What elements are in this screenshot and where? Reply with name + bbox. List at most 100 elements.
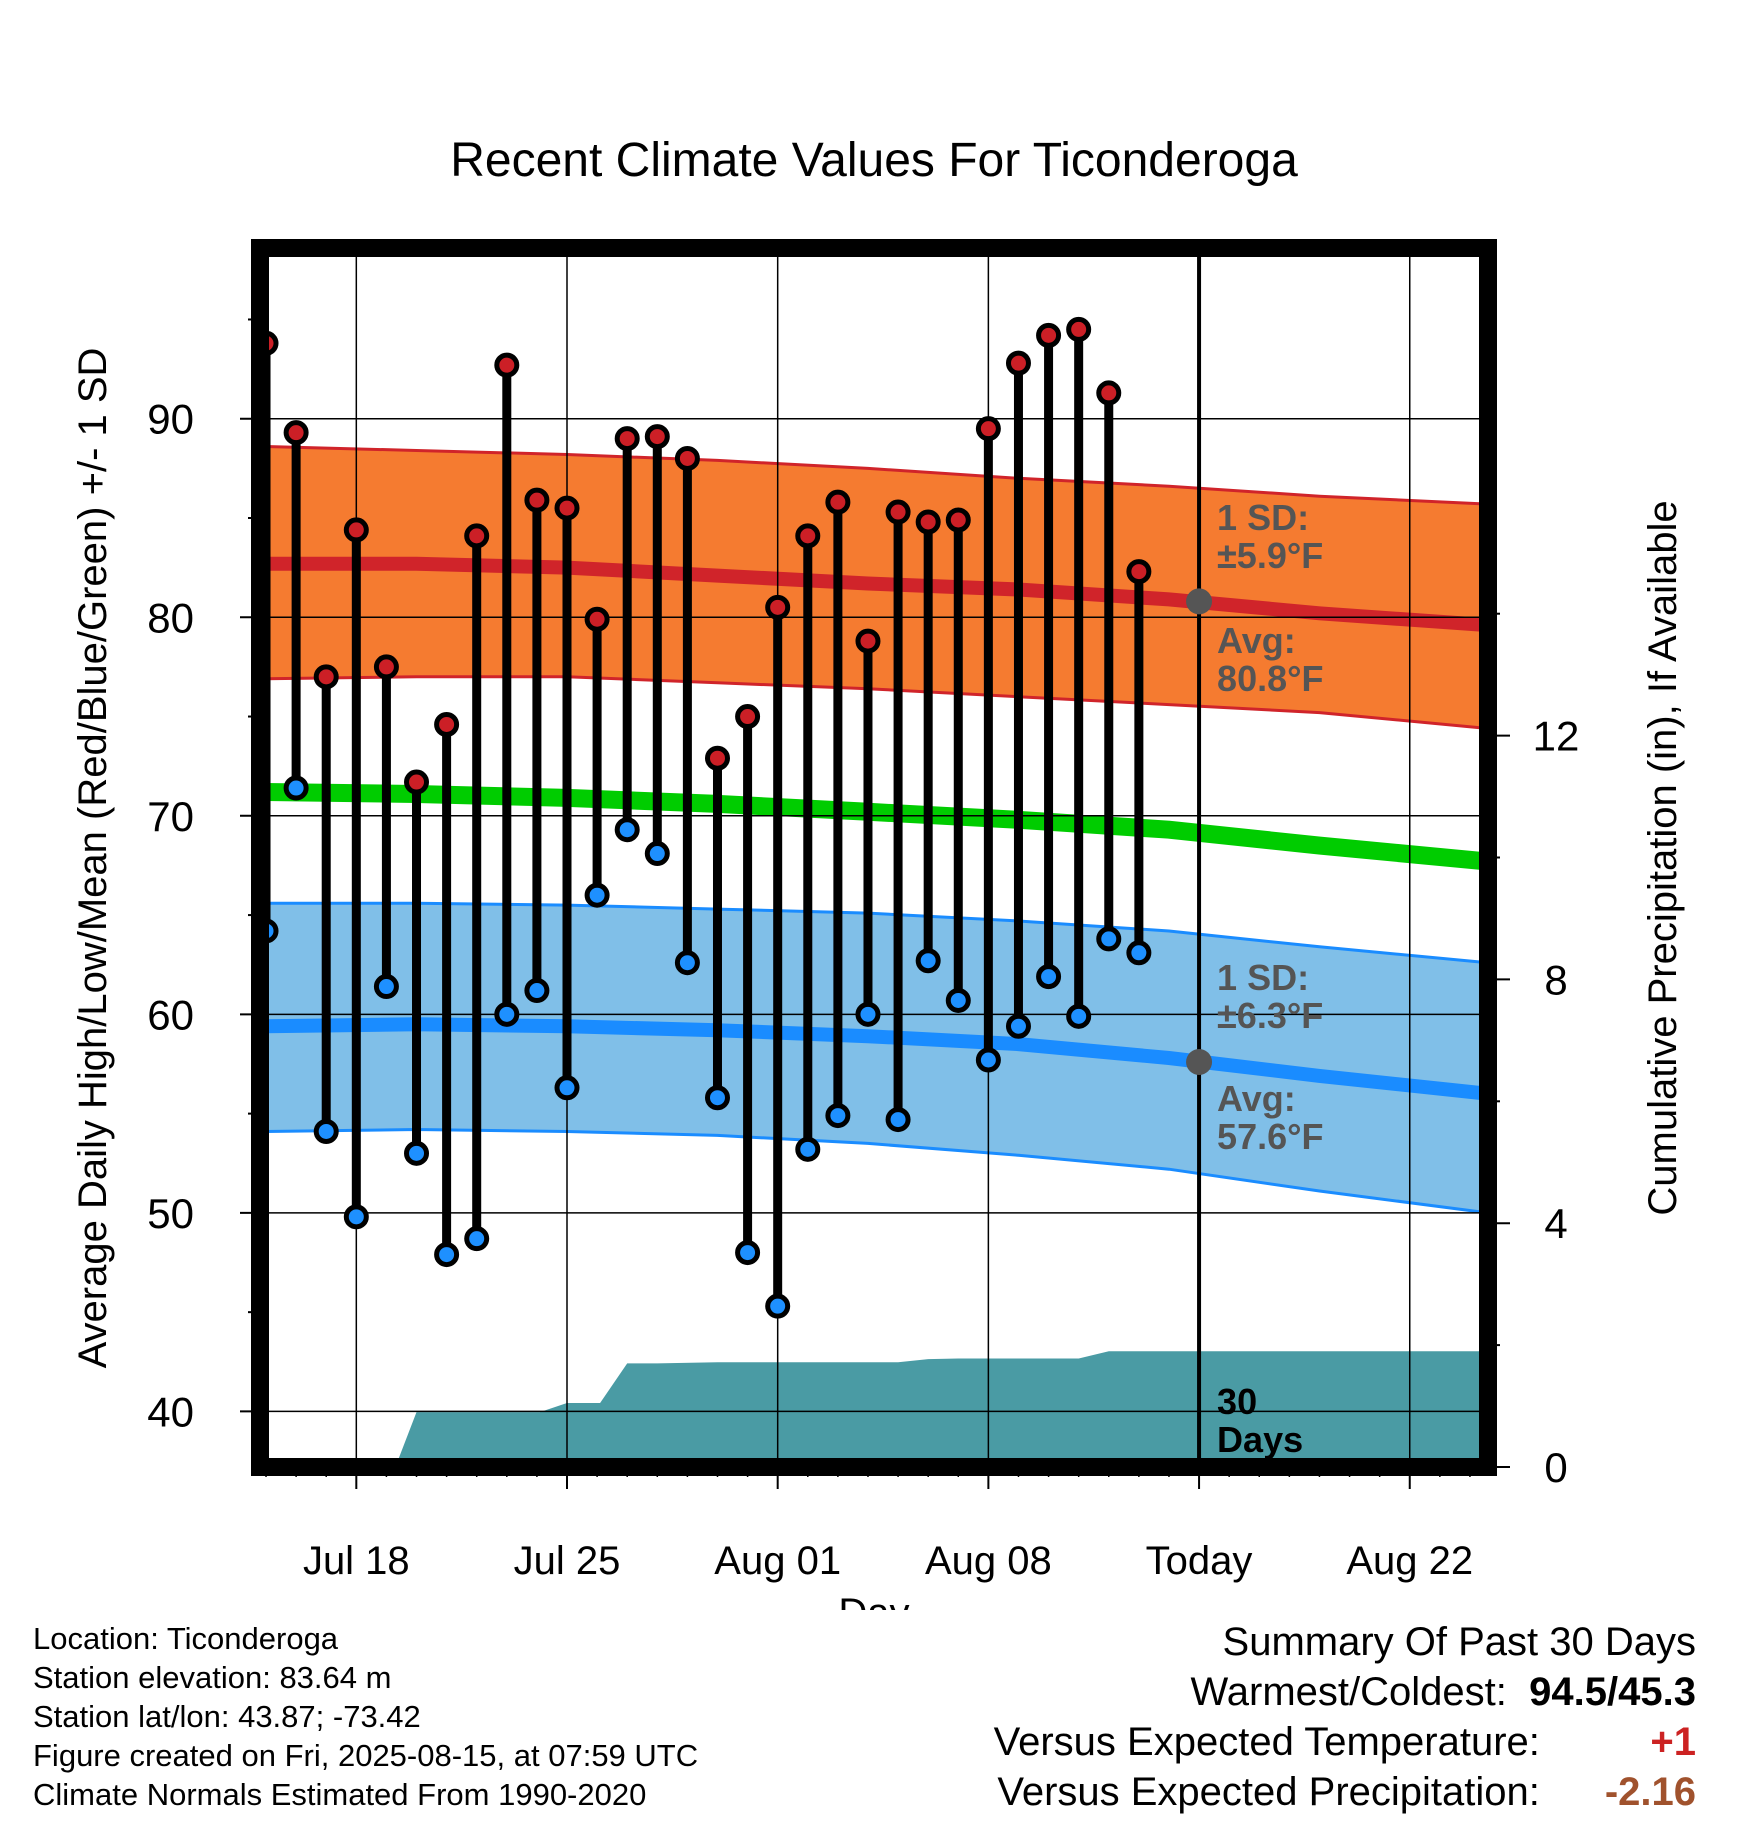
daily-low-point [1126,940,1152,966]
daily-low-point [885,1107,911,1133]
daily-low-point [674,950,700,976]
daily-low-point [373,974,399,1000]
temperature-value: +1 [1650,1720,1696,1764]
daily-high-point [494,352,520,378]
daily-low-point [524,978,550,1004]
today-high-avg-marker [1186,588,1213,615]
summary-panel: Summary Of Past 30 Days Warmest/Coldest:… [994,1617,1696,1817]
climate-chart: Recent Climate Values For Ticonderoga 1 … [71,134,1685,1610]
location-text: Location: Ticonderoga [33,1621,339,1656]
daily-high-point [644,424,670,450]
x-tick-label: Jul 25 [514,1539,621,1583]
y-tick-label-right: 4 [1544,1200,1567,1247]
y-tick-label-right: 8 [1544,956,1567,1003]
daily-low-point [404,1140,430,1166]
station-info: Location: Ticonderoga Station elevation:… [33,1619,698,1814]
daily-high-point [373,654,399,680]
y-tick-label-left: 70 [147,793,194,840]
daily-low-point [855,1001,881,1027]
daily-high-point [283,420,309,446]
summary-precipitation: Versus Expected Precipitation: -2.16 [994,1767,1696,1817]
daily-high-point [313,664,339,690]
normal-high-line [266,556,1488,633]
y-tick-label-left: 40 [147,1388,194,1435]
daily-low-point [1096,926,1122,952]
daily-high-point [704,745,730,771]
daily-high-point [554,495,580,521]
daily-low-point [343,1204,369,1230]
daily-low-point [1036,964,1062,990]
daily-low-point [434,1242,460,1268]
summary-title: Summary Of Past 30 Days [1222,1620,1696,1664]
created-text: Figure created on Fri, 2025-08-15, at 07… [33,1738,699,1773]
high-avg-annotation: Avg: 80.8°F [1217,620,1323,699]
daily-low-point [704,1085,730,1111]
x-tick-label: Aug 08 [925,1539,1052,1583]
today-low-avg-marker [1186,1048,1213,1075]
daily-low-point [313,1118,339,1144]
daily-high-point [1005,350,1031,376]
daily-low-point [494,1001,520,1027]
daily-low-point [614,817,640,843]
period-annotation: 30 Days [1217,1381,1303,1460]
warmest-coldest-value: 94.5/45.3 [1529,1670,1696,1714]
daily-high-point [885,499,911,525]
daily-high-point [524,487,550,513]
warmest-coldest-label: Warmest/Coldest: [1190,1670,1507,1714]
daily-high-point [1096,380,1122,406]
daily-low-point [584,882,610,908]
elevation-text: Station elevation: 83.64 m [33,1660,392,1695]
daily-high-point [464,523,490,549]
x-tick-label: Aug 22 [1346,1539,1473,1583]
precipitation-value: -2.16 [1604,1770,1696,1814]
y-tick-label-left: 90 [147,396,194,443]
daily-low-point [1066,1003,1092,1029]
y-tick-label-right: 0 [1544,1444,1567,1491]
daily-high-point [855,628,881,654]
daily-low-point [945,987,971,1013]
x-tick-label: Jul 18 [303,1539,410,1583]
low-sd-band-lower-edge [265,1127,1488,1215]
daily-high-point [1126,559,1152,585]
precip-area [266,1351,1488,1467]
summary-warmest-coldest: Warmest/Coldest: 94.5/45.3 [994,1667,1697,1717]
latlon-text: Station lat/lon: 43.87; -73.42 [33,1699,421,1734]
daily-high-point [825,489,851,515]
y-axis-label-right: Cumulative Precipitation (in), If Availa… [1641,500,1685,1215]
daily-high-point [614,426,640,452]
y-tick-label-left: 60 [147,991,194,1038]
daily-high-point [765,594,791,620]
daily-low-point [464,1226,490,1252]
y-axis-label-left: Average Daily High/Low/Mean (Red/Blue/Gr… [71,348,115,1369]
daily-low-point [644,841,670,867]
daily-high-point [1036,322,1062,348]
precipitation-label: Versus Expected Precipitation: [997,1770,1540,1814]
daily-high-point [404,769,430,795]
temperature-label: Versus Expected Temperature: [993,1720,1540,1764]
y-tick-label-right: 12 [1533,713,1580,760]
daily-high-point [915,509,941,535]
daily-low-point [1005,1013,1031,1039]
y-tick-label-left: 80 [147,594,194,641]
daily-high-point [945,507,971,533]
x-tick-label: Today [1146,1539,1253,1583]
high-sd-band-upper-edge [265,445,1488,506]
daily-low-point [735,1240,761,1266]
daily-low-point [554,1075,580,1101]
normal-low-line [265,1017,1488,1101]
low-sd-annotation: 1 SD: ±6.3°F [1217,957,1323,1036]
x-axis-label: Day [838,1591,909,1610]
daily-high-point [975,416,1001,442]
daily-low-point [975,1047,1001,1073]
daily-low-point [915,948,941,974]
daily-low-point [283,775,309,801]
daily-low-point [825,1103,851,1129]
daily-low-point [765,1293,791,1319]
chart-title: Recent Climate Values For Ticonderoga [450,134,1298,187]
daily-high-point [343,517,369,543]
daily-low-point [795,1136,821,1162]
daily-high-point [584,606,610,632]
normals-text: Climate Normals Estimated From 1990-2020 [33,1777,647,1812]
summary-temperature: Versus Expected Temperature: +1 [994,1717,1696,1767]
daily-high-point [674,445,700,471]
